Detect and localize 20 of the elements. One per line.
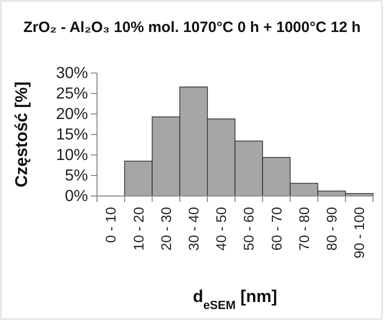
y-tick-label: 20% <box>56 106 88 124</box>
y-tick-label: 25% <box>56 86 88 103</box>
y-tick-label: 30% <box>56 65 88 82</box>
y-tick-label: 10% <box>56 147 88 164</box>
x-tick-label: 10 - 20 <box>130 206 146 251</box>
x-tick-label: 70 - 80 <box>296 206 312 251</box>
x-tick-label: 30 - 40 <box>186 206 202 251</box>
x-tick-label: 50 - 60 <box>240 206 257 251</box>
y-tick-label: 5% <box>64 168 88 185</box>
chart-title: ZrO₂ - Al₂O₃ 10% mol. 1070°C 0 h + 1000°C 12 h <box>23 19 361 36</box>
x-tick-label: 90 - 100 <box>351 206 368 258</box>
x-tick-label: 0 - 10 <box>102 206 119 243</box>
x-axis-title: d$_{eSEM}$ [nm] <box>192 287 278 312</box>
y-tick-label: 15% <box>56 126 88 144</box>
x-tick-label: 20 - 30 <box>158 206 174 251</box>
y-axis-title: Częstość [%] <box>12 82 31 188</box>
x-tick-label: 60 - 70 <box>268 206 284 251</box>
x-tick-label: 40 - 50 <box>213 206 230 251</box>
x-tick-label: 80 - 90 <box>324 206 340 251</box>
y-tick-label: 0% <box>64 188 88 206</box>
